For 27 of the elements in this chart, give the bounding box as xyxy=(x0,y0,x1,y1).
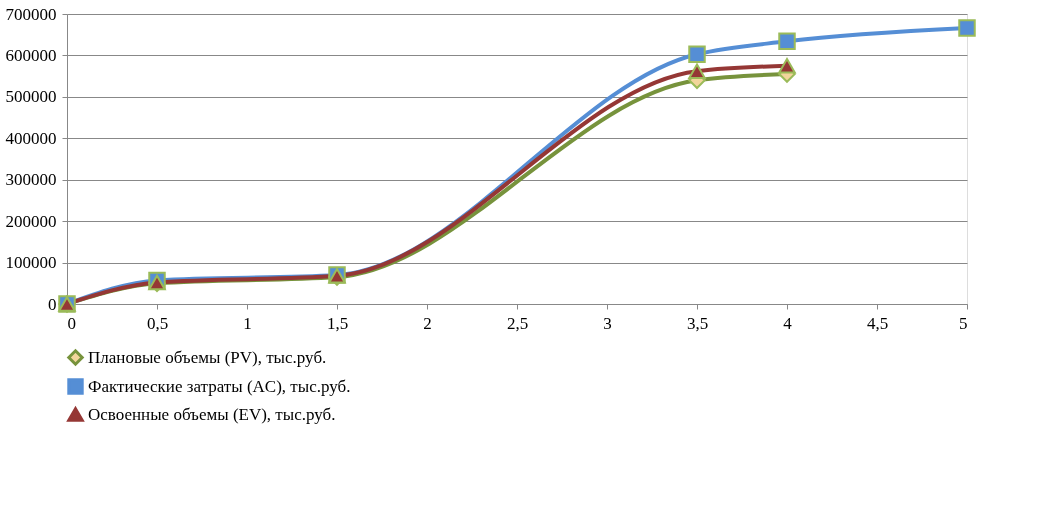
y-tick-label: 300000 xyxy=(5,170,57,190)
point xyxy=(778,58,796,74)
legend-label: Плановые объемы (PV), тыс.руб. xyxy=(88,347,327,367)
x-tick-label: 2 xyxy=(423,313,432,333)
x-tick-label: 1 xyxy=(243,313,252,333)
legend-label: Фактические затраты (AC), тыс.руб. xyxy=(88,376,351,396)
point xyxy=(958,19,976,37)
y-tick-label: 400000 xyxy=(5,128,57,148)
point xyxy=(688,45,706,63)
y-tick-label: 600000 xyxy=(5,45,57,65)
y-tick-label: 100000 xyxy=(5,253,57,273)
y-tick-label: 200000 xyxy=(5,211,57,231)
x-tick-label: 0 xyxy=(67,313,76,333)
x-tick-label: 4,5 xyxy=(866,313,889,333)
x-tick-label: 4 xyxy=(783,313,793,333)
y-tick-label: 700000 xyxy=(5,4,57,24)
x-tick-label: 3 xyxy=(603,313,612,333)
legend-label: Освоенные объемы (EV), тыс.руб. xyxy=(88,404,336,424)
y-tick-label: 0 xyxy=(48,294,57,314)
point xyxy=(688,63,706,79)
y-tick-label: 500000 xyxy=(5,87,57,107)
point xyxy=(778,32,796,51)
x-tick-label: 5 xyxy=(959,313,968,333)
x-tick-label: 3,5 xyxy=(686,313,709,333)
x-tick-label: 2,5 xyxy=(506,313,529,333)
x-tick-label: 1,5 xyxy=(326,313,349,333)
x-tick-label: 0,5 xyxy=(146,313,169,333)
